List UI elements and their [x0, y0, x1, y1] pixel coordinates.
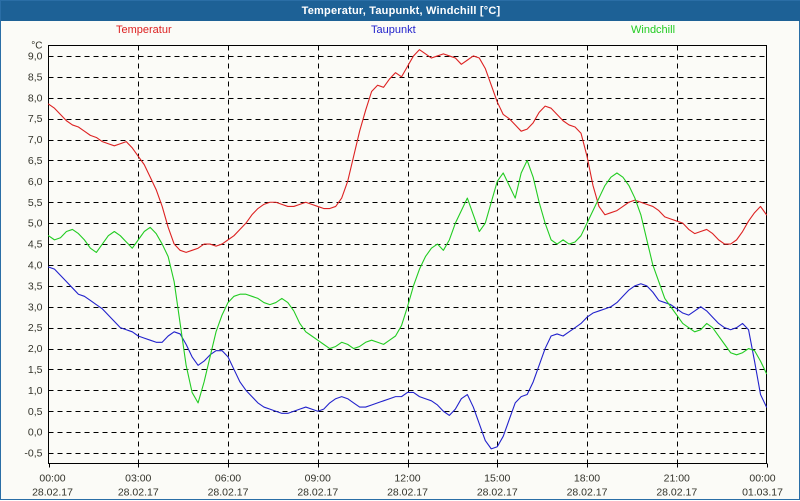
x-gridlines: [138, 45, 678, 464]
legend-item-windchill: Windchill: [631, 24, 676, 36]
series-line-windchill: [47, 159, 768, 404]
x-axis-ticks: [49, 463, 768, 468]
y-tick-label-3: 7,5: [28, 113, 43, 125]
x-tick-date-5: 28.02.17: [477, 487, 518, 499]
y-tick-label-4: 7,0: [28, 134, 43, 146]
y-tick-label-0: 9,0: [28, 50, 43, 62]
y-tick-label-7: 5,5: [28, 197, 43, 209]
y-gridlines: [48, 56, 767, 454]
x-tick-time-7: 21:00: [664, 473, 690, 485]
y-axis-unit-label: °C: [31, 41, 42, 52]
y-tick-label-11: 3,5: [28, 280, 43, 292]
x-tick-time-8: 00:00: [749, 473, 775, 485]
chart-series-group: [47, 49, 768, 450]
y-tick-label-9: 4,5: [28, 239, 43, 251]
y-tick-label-6: 6,0: [28, 176, 43, 188]
plot-border: [48, 45, 767, 464]
window-title-bar: Temperatur, Taupunkt, Windchill [°C]: [1, 1, 800, 21]
x-tick-time-3: 09:00: [305, 473, 331, 485]
x-tick-date-4: 28.02.17: [387, 487, 428, 499]
x-tick-date-2: 28.02.17: [208, 487, 249, 499]
x-tick-date-1: 28.02.17: [118, 487, 159, 499]
x-tick-date-8: 01.03.17: [742, 487, 783, 499]
y-tick-label-13: 2,5: [28, 322, 43, 334]
y-tick-label-1: 8,5: [28, 71, 43, 83]
y-tick-label-8: 5,0: [28, 218, 43, 230]
y-tick-label-2: 8,0: [28, 92, 43, 104]
x-tick-date-6: 28.02.17: [567, 487, 608, 499]
y-tick-label-14: 2,0: [28, 343, 43, 355]
chart-legend: Temperatur Taupunkt Windchill: [1, 23, 800, 39]
x-axis-tick-labels: 00:00 28.02.17 03:00 28.02.17 06:00 28.02.17 0…: [32, 473, 783, 499]
legend-item-taupunkt: Taupunkt: [371, 24, 416, 36]
x-tick-time-1: 03:00: [125, 473, 151, 485]
x-tick-time-4: 12:00: [394, 473, 420, 485]
y-axis-tick-labels: 9,0 8,5 8,0 7,5 7,0 6,5 6,0 5,5 5,0 4,5 4,0 3,5 3,0 2…: [24, 50, 42, 459]
y-tick-label-15: 1,5: [28, 364, 43, 376]
x-tick-time-5: 15:00: [484, 473, 510, 485]
plot-frame: [48, 45, 767, 464]
x-tick-time-0: 00:00: [39, 473, 65, 485]
y-axis-unit: °C: [31, 41, 42, 52]
x-tick-date-7: 28.02.17: [656, 487, 697, 499]
x-tick-time-6: 18:00: [574, 473, 600, 485]
y-tick-label-5: 6,5: [28, 155, 43, 167]
x-tick-time-2: 06:00: [215, 473, 241, 485]
y-tick-label-17: 0,5: [28, 406, 43, 418]
x-tick-date-0: 28.02.17: [32, 487, 73, 499]
y-tick-label-18: 0,0: [28, 427, 43, 439]
window-title: Temperatur, Taupunkt, Windchill [°C]: [301, 4, 501, 17]
y-tick-label-10: 4,0: [28, 259, 43, 271]
series-line-temperatur: [47, 49, 768, 253]
legend-item-temperatur: Temperatur: [116, 24, 172, 36]
series-line-taupunkt: [47, 266, 768, 450]
y-tick-label-16: 1,0: [28, 385, 43, 397]
y-tick-label-12: 3,0: [28, 301, 43, 313]
x-tick-date-3: 28.02.17: [297, 487, 338, 499]
y-tick-label-19: -0,5: [24, 448, 42, 460]
